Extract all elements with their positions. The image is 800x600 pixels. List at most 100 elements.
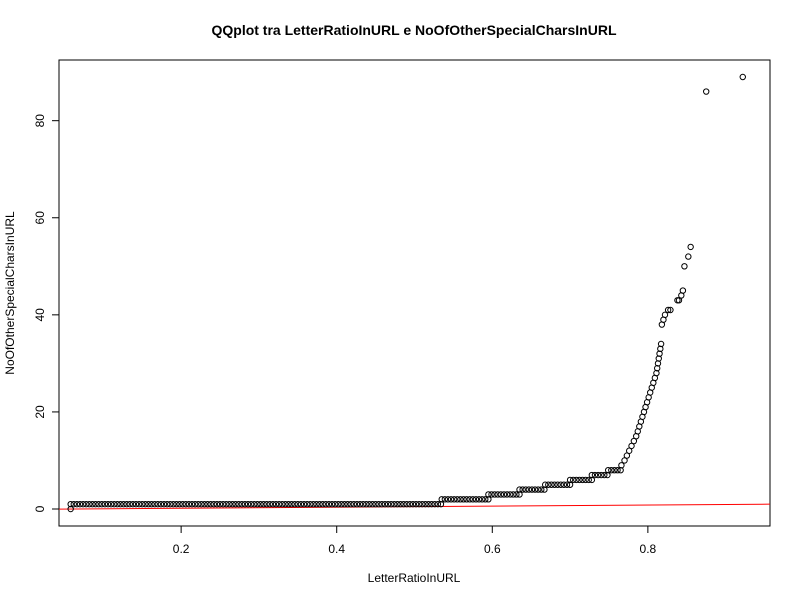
data-point bbox=[282, 500, 289, 508]
data-point bbox=[201, 500, 208, 508]
data-point bbox=[503, 491, 511, 498]
data-point bbox=[129, 500, 137, 508]
data-point bbox=[73, 500, 81, 508]
y-tick-label: 60 bbox=[33, 211, 47, 225]
data-point bbox=[460, 496, 467, 503]
data-point bbox=[95, 500, 102, 508]
data-point bbox=[307, 500, 314, 508]
data-point bbox=[545, 481, 552, 488]
data-point bbox=[478, 496, 486, 503]
data-point bbox=[117, 500, 124, 508]
data-point bbox=[657, 340, 665, 348]
data-point bbox=[247, 500, 255, 508]
data-point bbox=[366, 500, 373, 508]
data-point bbox=[444, 496, 452, 503]
x-tick-label: 0.6 bbox=[484, 542, 501, 556]
data-point bbox=[415, 500, 423, 508]
data-point bbox=[145, 500, 152, 508]
data-point bbox=[554, 481, 561, 488]
data-point bbox=[288, 500, 295, 508]
data-point bbox=[425, 500, 432, 508]
data-point bbox=[300, 500, 308, 508]
data-point bbox=[350, 500, 358, 508]
data-point bbox=[739, 73, 746, 81]
data-point bbox=[353, 500, 361, 508]
data-point bbox=[588, 471, 596, 479]
data-point bbox=[687, 243, 694, 251]
data-point bbox=[182, 500, 190, 508]
data-point bbox=[391, 500, 398, 508]
data-point bbox=[516, 486, 523, 493]
data-point bbox=[513, 491, 520, 498]
data-point bbox=[167, 500, 174, 508]
data-point bbox=[313, 500, 320, 508]
data-point bbox=[244, 500, 252, 508]
data-point bbox=[475, 496, 483, 503]
data-point bbox=[450, 496, 458, 503]
data-point bbox=[241, 500, 249, 508]
data-point bbox=[457, 496, 464, 503]
data-point bbox=[472, 496, 480, 503]
data-point bbox=[422, 500, 429, 508]
data-point bbox=[497, 491, 505, 498]
data-point bbox=[573, 476, 580, 484]
data-point bbox=[588, 476, 596, 484]
data-point bbox=[76, 500, 84, 508]
x-axis: 0.2 0.4 0.6 0.8 bbox=[173, 525, 657, 556]
data-point bbox=[560, 481, 568, 488]
y-axis: 0 20 40 60 80 bbox=[33, 114, 60, 512]
data-point bbox=[226, 500, 233, 508]
data-point bbox=[412, 500, 420, 508]
data-point bbox=[419, 500, 426, 508]
data-point bbox=[582, 476, 589, 484]
data-point bbox=[406, 500, 414, 508]
data-point bbox=[466, 496, 473, 503]
data-point bbox=[70, 500, 77, 508]
data-point bbox=[528, 486, 536, 493]
data-point bbox=[328, 500, 336, 508]
data-point bbox=[229, 500, 236, 508]
data-point bbox=[397, 500, 404, 508]
data-point bbox=[291, 500, 298, 508]
data-point bbox=[594, 471, 602, 479]
data-point bbox=[185, 500, 193, 508]
data-point bbox=[494, 491, 501, 498]
data-point bbox=[400, 500, 407, 508]
data-point bbox=[585, 476, 592, 484]
data-point bbox=[441, 496, 449, 503]
data-point bbox=[322, 500, 330, 508]
data-point bbox=[173, 500, 180, 508]
data-point bbox=[160, 500, 168, 508]
data-point bbox=[485, 491, 492, 498]
data-point bbox=[148, 500, 155, 508]
data-point bbox=[664, 306, 672, 314]
data-point bbox=[135, 500, 143, 508]
data-point bbox=[319, 500, 326, 508]
data-point bbox=[375, 500, 382, 508]
data-point bbox=[522, 486, 529, 493]
data-point bbox=[126, 500, 133, 508]
data-point bbox=[316, 500, 323, 508]
data-point bbox=[510, 491, 517, 498]
data-point bbox=[101, 500, 109, 508]
y-tick-label: 40 bbox=[33, 308, 47, 322]
data-point bbox=[272, 500, 280, 508]
data-point bbox=[548, 481, 555, 488]
data-point bbox=[163, 500, 171, 508]
data-point bbox=[294, 500, 302, 508]
data-point bbox=[608, 466, 615, 474]
data-point bbox=[372, 500, 379, 508]
points-layer bbox=[67, 73, 746, 513]
data-point bbox=[485, 496, 492, 503]
data-point bbox=[591, 471, 599, 479]
data-point bbox=[579, 476, 586, 484]
data-point bbox=[516, 491, 523, 498]
data-point bbox=[447, 496, 455, 503]
x-axis-label: LetterRatioInURL bbox=[368, 571, 461, 585]
data-point bbox=[661, 311, 669, 319]
data-point bbox=[566, 481, 574, 488]
data-point bbox=[541, 481, 549, 488]
data-point bbox=[266, 500, 274, 508]
y-axis-label: NoOfOtherSpecialCharsInURL bbox=[3, 211, 17, 375]
